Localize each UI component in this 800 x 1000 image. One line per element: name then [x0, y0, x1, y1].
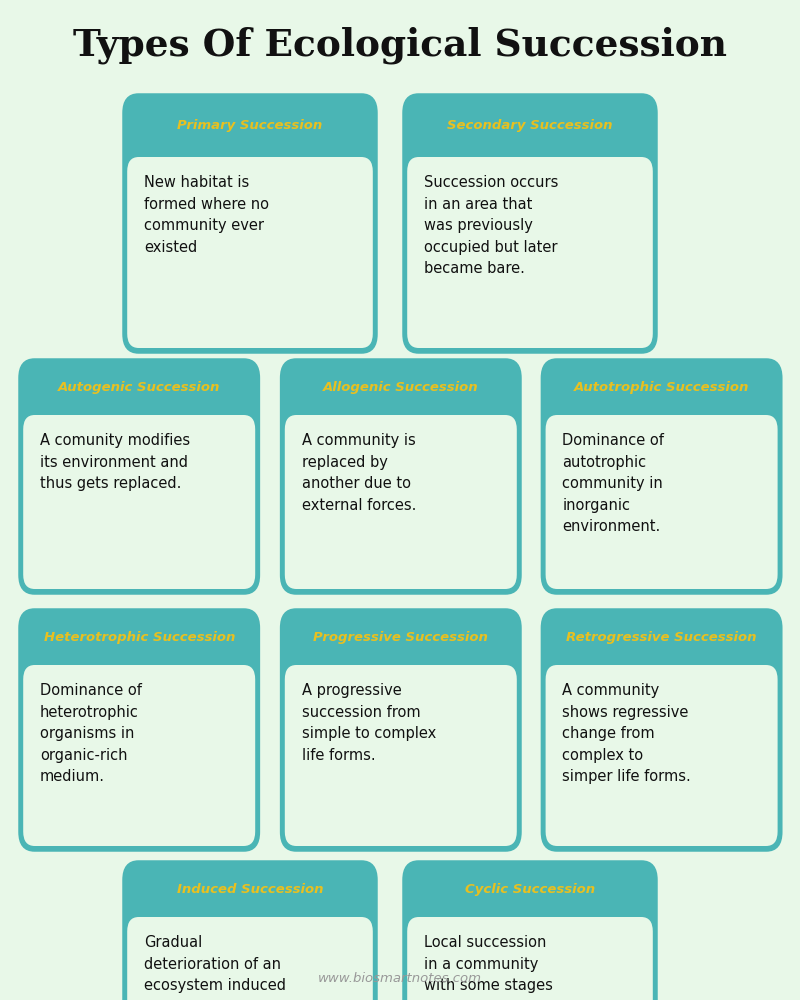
FancyBboxPatch shape	[282, 610, 520, 850]
FancyBboxPatch shape	[407, 157, 653, 348]
Text: New habitat is
formed where no
community ever
existed: New habitat is formed where no community…	[144, 175, 269, 255]
FancyBboxPatch shape	[23, 665, 255, 846]
Text: Autogenic Succession: Autogenic Succession	[58, 381, 220, 394]
Text: Local succession
in a community
with some stages
are repeated
frequently.: Local succession in a community with som…	[424, 935, 553, 1000]
Text: Progressive Succession: Progressive Succession	[314, 631, 488, 644]
FancyBboxPatch shape	[285, 665, 517, 846]
Text: A community
shows regressive
change from
complex to
simper life forms.: A community shows regressive change from…	[562, 683, 691, 784]
Text: Dominance of
autotrophic
community in
inorganic
environment.: Dominance of autotrophic community in in…	[562, 433, 664, 534]
Text: Heterotrophic Succession: Heterotrophic Succession	[43, 631, 235, 644]
FancyBboxPatch shape	[404, 862, 656, 1000]
FancyBboxPatch shape	[127, 917, 373, 1000]
FancyBboxPatch shape	[20, 610, 258, 850]
FancyBboxPatch shape	[407, 917, 653, 1000]
FancyBboxPatch shape	[546, 415, 778, 589]
Text: Autotrophic Succession: Autotrophic Succession	[574, 381, 750, 394]
Text: Dominance of
heterotrophic
organisms in
organic-rich
medium.: Dominance of heterotrophic organisms in …	[40, 683, 142, 784]
Text: Primary Succession: Primary Succession	[178, 119, 322, 132]
FancyBboxPatch shape	[542, 610, 781, 850]
Text: Succession occurs
in an area that
was previously
occupied but later
became bare.: Succession occurs in an area that was pr…	[424, 175, 558, 276]
Text: Secondary Succession: Secondary Succession	[447, 119, 613, 132]
FancyBboxPatch shape	[546, 665, 778, 846]
Text: Retrogressive Succession: Retrogressive Succession	[566, 631, 757, 644]
FancyBboxPatch shape	[127, 157, 373, 348]
Text: Induced Succession: Induced Succession	[177, 883, 323, 896]
Text: Types Of Ecological Succession: Types Of Ecological Succession	[73, 26, 727, 64]
FancyBboxPatch shape	[124, 862, 376, 1000]
Text: www.biosmartnotes.com: www.biosmartnotes.com	[318, 972, 482, 984]
FancyBboxPatch shape	[542, 360, 781, 593]
Text: Allogenic Succession: Allogenic Succession	[323, 381, 478, 394]
FancyBboxPatch shape	[124, 95, 376, 352]
Text: Cyclic Succession: Cyclic Succession	[465, 883, 595, 896]
Text: A community is
replaced by
another due to
external forces.: A community is replaced by another due t…	[302, 433, 416, 513]
Text: Gradual
deterioration of an
ecosystem induced
by external
activities.: Gradual deterioration of an ecosystem in…	[144, 935, 286, 1000]
FancyBboxPatch shape	[23, 415, 255, 589]
FancyBboxPatch shape	[285, 415, 517, 589]
Text: A progressive
succession from
simple to complex
life forms.: A progressive succession from simple to …	[302, 683, 436, 763]
FancyBboxPatch shape	[20, 360, 258, 593]
Text: A comunity modifies
its environment and
thus gets replaced.: A comunity modifies its environment and …	[40, 433, 190, 491]
FancyBboxPatch shape	[282, 360, 520, 593]
FancyBboxPatch shape	[404, 95, 656, 352]
